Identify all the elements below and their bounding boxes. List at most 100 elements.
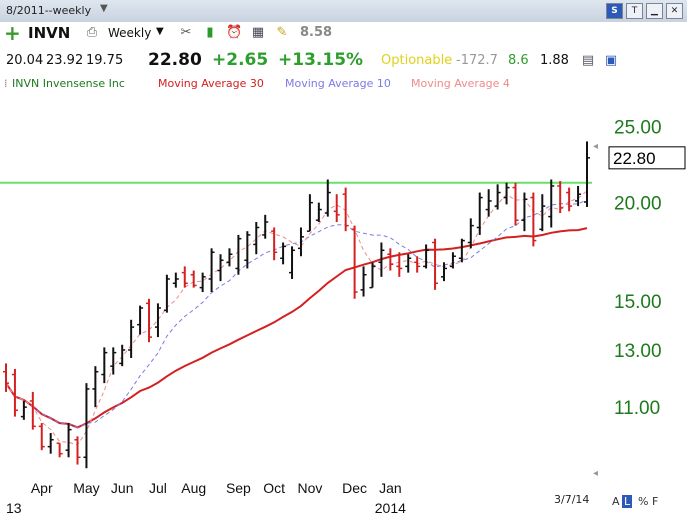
- calculator-icon[interactable]: ▦: [251, 25, 265, 40]
- x-tick-label: Jan: [379, 480, 402, 496]
- fit-button[interactable]: F: [652, 495, 659, 508]
- ohlc-bar: [262, 214, 269, 239]
- save-icon[interactable]: ▣: [604, 53, 618, 68]
- y-tick-label: 25.00: [614, 117, 662, 138]
- ohlc-bar: [181, 266, 188, 288]
- ohlc-bar: [423, 244, 430, 269]
- chevron-down-icon[interactable]: ▼: [156, 26, 164, 37]
- ohlc-bar: [208, 248, 215, 293]
- print-icon[interactable]: ⎙: [86, 25, 98, 40]
- window-title: 8/2011--weekly: [6, 4, 92, 17]
- ohlc-bar: [3, 363, 9, 392]
- quote-value-2: 8.6: [508, 53, 529, 68]
- percent-scale-button[interactable]: %: [638, 495, 649, 508]
- ohlc-bar: [217, 254, 224, 282]
- x-axis: Apr May Jun Jul Aug Sep Oct Nov Dec Jan 13 2014: [6, 480, 406, 516]
- price-chart[interactable]: 25.00 20.00 15.00 13.00 11.00 22.80 ◂ ◂ Apr May J…: [0, 93, 687, 519]
- ohlc-bar: [119, 344, 126, 367]
- ohlc-bar: [128, 319, 135, 358]
- ohlc-bar: [146, 298, 153, 343]
- x-tick-label: May: [73, 480, 99, 496]
- database-icon[interactable]: ▤: [581, 53, 595, 68]
- last-price: 22.80: [148, 50, 202, 70]
- ohlc-bar: [101, 347, 108, 384]
- low-price: 19.75: [86, 53, 124, 68]
- open-price: 20.04: [6, 53, 44, 68]
- period-select[interactable]: Weekly: [108, 26, 152, 40]
- ohlc-bar: [566, 187, 573, 212]
- chart-toolbar: + INVN ⎙ Weekly ▼ ✂ ▮ ⏰ ▦ ✎ 8.58: [0, 22, 687, 44]
- note-icon[interactable]: ✎: [276, 25, 288, 40]
- ohlc-bars: [3, 141, 590, 469]
- auto-scale-button[interactable]: A: [612, 495, 620, 508]
- toolbar-value: 8.58: [300, 25, 333, 40]
- ohlc-bar: [432, 238, 439, 290]
- ohlc-bar: [199, 272, 206, 293]
- scroll-down-icon: ◂: [593, 468, 598, 479]
- x-tick-label: Dec: [342, 480, 367, 496]
- x-sublabel: 13: [6, 500, 22, 516]
- ohlc-bar: [315, 202, 322, 223]
- ohlc-bar: [137, 305, 144, 335]
- x-tick-label: Oct: [263, 480, 285, 496]
- ohlc-bar: [521, 192, 528, 232]
- t-button[interactable]: T: [626, 3, 643, 19]
- ohlc-bar: [11, 368, 18, 417]
- ohlc-bar: [396, 252, 403, 277]
- chevron-down-icon[interactable]: ▼: [100, 3, 108, 14]
- x-tick-label: Jun: [111, 480, 134, 496]
- legend-ticker: INVN Invensense Inc: [12, 77, 125, 90]
- x-tick-label: Jul: [149, 480, 167, 496]
- ohlc-bar: [244, 231, 251, 269]
- ohlc-bar: [512, 182, 519, 226]
- ohlc-bar: [289, 246, 296, 279]
- window-buttons: S T ▁ ✕: [606, 3, 683, 19]
- current-date: 3/7/14: [554, 493, 590, 506]
- ohlc-bar: [324, 179, 331, 217]
- ohlc-bar: [360, 266, 367, 297]
- ma4-line: [5, 190, 588, 446]
- ohlc-bar: [557, 181, 564, 214]
- log-scale-button[interactable]: L: [622, 495, 633, 508]
- ohlc-bar: [333, 194, 340, 223]
- bar-chart-icon[interactable]: ▮: [206, 25, 214, 40]
- ohlc-bar: [29, 391, 36, 430]
- ohlc-bar: [306, 194, 313, 232]
- ohlc-bar: [110, 347, 117, 375]
- x-tick-label: Sep: [226, 480, 251, 496]
- quote-bar: 20.04 23.92 19.75 22.80 +2.65 +13.15% Op…: [0, 50, 687, 74]
- ohlc-bar: [226, 248, 233, 267]
- y-tick-label: 13.00: [614, 341, 662, 362]
- tools-icon[interactable]: ✂: [180, 25, 192, 40]
- ohlc-bar: [342, 187, 349, 232]
- ohlc-bar: [47, 432, 54, 454]
- ohlc-bar: [190, 270, 197, 288]
- ohlc-bar: [378, 242, 385, 277]
- percent-change: +13.15%: [278, 50, 364, 70]
- quote-value-1: -172.7: [456, 53, 498, 68]
- symbol-label[interactable]: INVN: [28, 24, 71, 42]
- ohlc-bar: [280, 242, 287, 265]
- quote-value-3: 1.88: [540, 53, 569, 68]
- ohlc-bar: [449, 252, 456, 269]
- add-icon[interactable]: +: [4, 21, 21, 45]
- ohlc-bar: [575, 185, 582, 207]
- ohlc-bar: [38, 423, 45, 451]
- window-titlebar: 8/2011--weekly ▼ S T ▁ ✕: [0, 0, 687, 23]
- legend-ma10: Moving Average 10: [285, 77, 391, 90]
- y-tick-label: 15.00: [614, 292, 662, 313]
- legend-collapse-icon[interactable]: ⁞: [4, 77, 8, 90]
- ohlc-bar: [539, 194, 546, 232]
- alarm-icon[interactable]: ⏰: [226, 25, 243, 40]
- ohlc-bar: [548, 179, 555, 228]
- s-button[interactable]: S: [606, 3, 623, 19]
- ohlc-bar: [414, 256, 421, 273]
- close-icon[interactable]: ✕: [666, 3, 683, 19]
- ma10-line: [5, 199, 588, 428]
- minimize-icon[interactable]: ▁: [646, 3, 663, 19]
- ma30-line: [5, 227, 588, 429]
- ohlc-bar: [154, 303, 161, 338]
- ohlc-bar: [163, 274, 170, 313]
- ohlc-bar: [584, 141, 590, 207]
- y-axis: 25.00 20.00 15.00 13.00 11.00 22.80 ◂ ◂: [593, 117, 686, 479]
